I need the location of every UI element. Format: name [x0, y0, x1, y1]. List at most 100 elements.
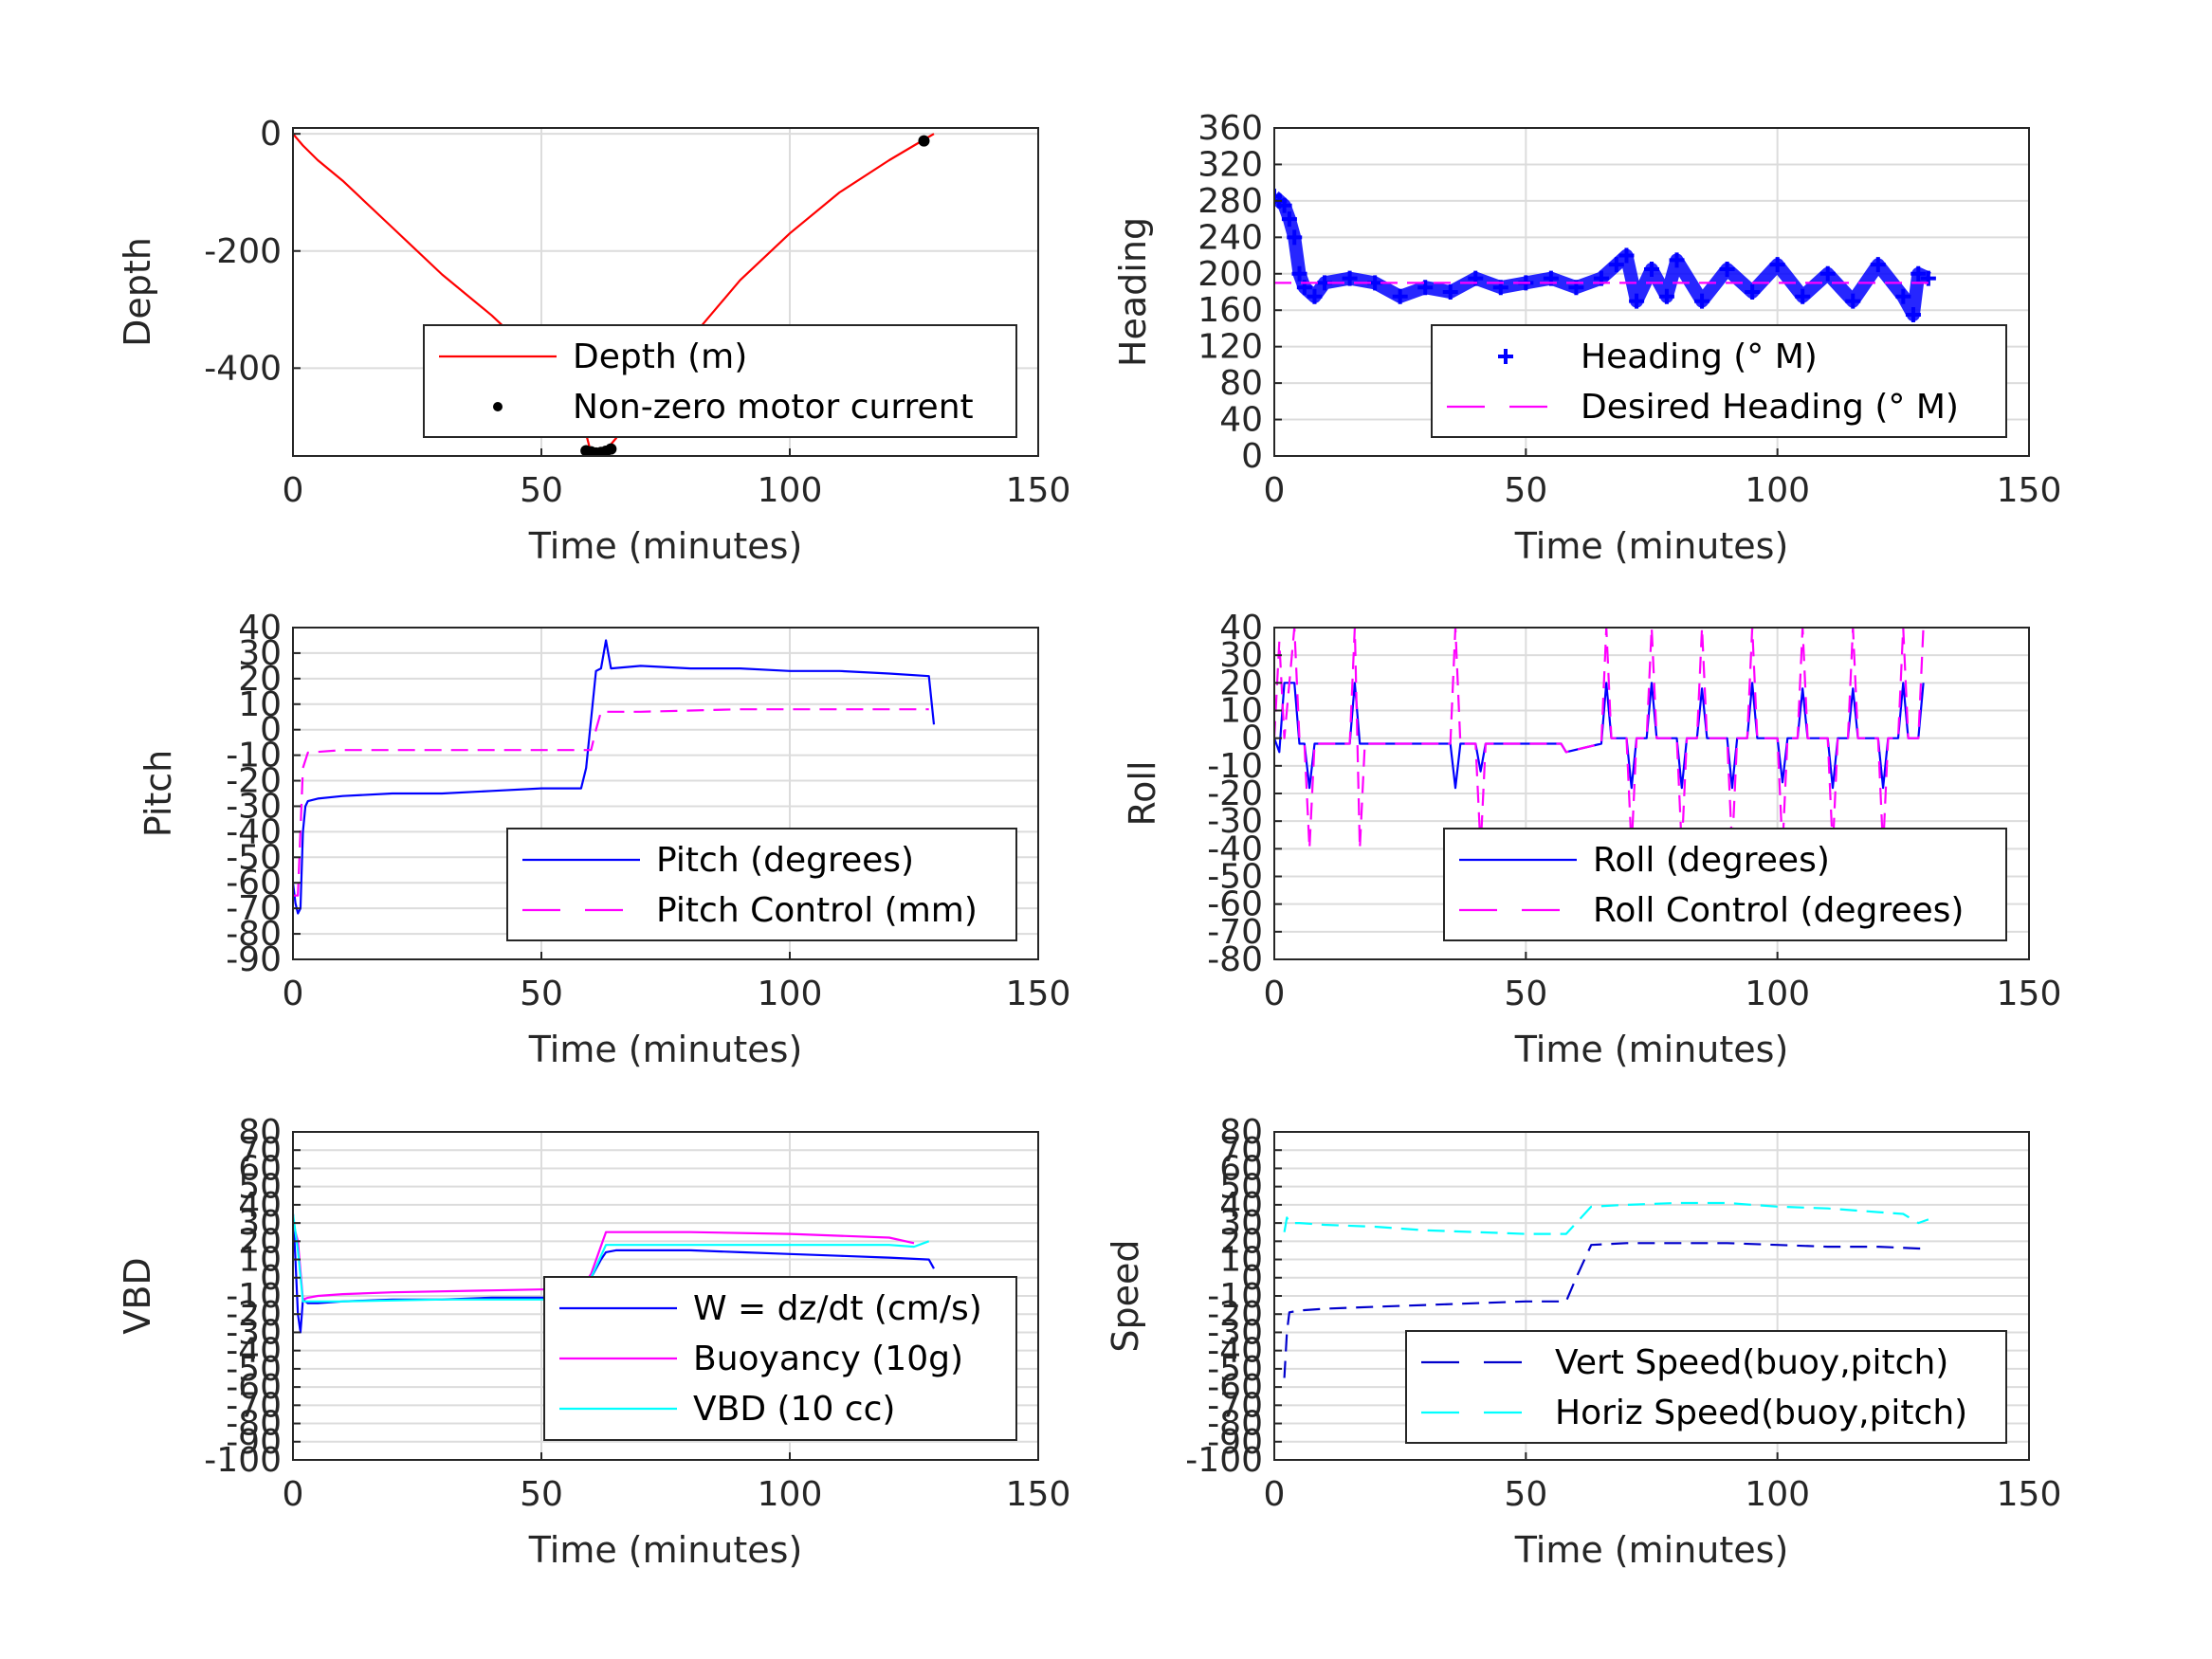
speed-ytick-label-13: -50: [1207, 1350, 1263, 1389]
depth-legend-swatch-1: [493, 402, 503, 411]
roll-ytick-label-11: -70: [1207, 913, 1263, 952]
vbd-ytick-label-12: -40: [226, 1332, 282, 1371]
roll-ytick-label-8: -40: [1207, 830, 1263, 868]
pitch-ylabel: Pitch: [137, 750, 179, 838]
pitch-axes-box: [292, 627, 1039, 960]
pitch-legend-label-0: Pitch (degrees): [656, 841, 914, 880]
heading-series-0-marker-21: [1618, 247, 1635, 264]
heading-series-0-marker-28: [1745, 284, 1761, 300]
depth-ytick-label-0: 0: [260, 115, 282, 154]
heading-series-0-marker-11: [1392, 288, 1408, 304]
heading-ytick-label-5: 200: [1197, 255, 1263, 294]
heading-series-0-marker-35: [1905, 307, 1921, 323]
vbd-xtick-label-0: 0: [283, 1475, 304, 1514]
vbd-ytick-label-3: 50: [238, 1168, 282, 1207]
pitch-series-0-line: [293, 639, 936, 915]
roll-ytick-label-1: 30: [1219, 636, 1263, 675]
roll-xlabel: Time (minutes): [1514, 1029, 1789, 1070]
pitch-data: [293, 639, 936, 915]
vbd-series-1-line: [293, 1222, 915, 1301]
roll-ytick-label-7: -30: [1207, 802, 1263, 841]
vbd-ytick-label-2: 60: [238, 1149, 282, 1188]
speed-chart: 0 50 100 15080706050403020100-10-20-30-40-5…: [1105, 1113, 2061, 1571]
heading-legend-label-0: Heading (° M): [1581, 337, 1818, 376]
vbd-ytick-label-1: 70: [238, 1131, 282, 1170]
pitch-xtick-label-1: 50: [520, 975, 563, 1013]
pitch-ytick-label-10: -60: [226, 864, 282, 902]
speed-series-1-line: [1283, 1201, 1929, 1235]
heading-series-0-marker-12: [1417, 280, 1434, 296]
heading-ytick-label-8: 320: [1197, 145, 1263, 184]
depth-axes-box: [292, 127, 1039, 457]
vbd-xtick-label-1: 50: [520, 1475, 563, 1514]
speed-ylabel: Speed: [1105, 1239, 1146, 1352]
roll-xtick-label-0: 0: [1264, 975, 1286, 1013]
heading-ytick-label-6: 240: [1197, 218, 1263, 257]
heading-series-0-marker-24: [1658, 288, 1674, 304]
heading-ytick-label-9: 360: [1197, 109, 1263, 148]
speed-xtick-label-1: 50: [1504, 1475, 1547, 1514]
heading-series-0-marker-20: [1608, 257, 1624, 273]
vbd-xtick-label-3: 150: [1006, 1475, 1071, 1514]
speed-ytick-label-2: 60: [1219, 1149, 1263, 1188]
heading-legend-box: [1431, 324, 2007, 438]
pitch-xtick-label-3: 150: [1006, 975, 1071, 1013]
vbd-ytick-label-4: 40: [238, 1186, 282, 1225]
heading-series-0-marker-5: [1291, 265, 1307, 282]
heading-legend: Heading (° M) Desired Heading (° M): [1431, 324, 2007, 438]
heading-series-0-marker-27: [1719, 261, 1735, 277]
depth-ylabel: Depth: [117, 237, 158, 347]
heading-series-0-marker-33: [1870, 257, 1886, 273]
heading-xtick-label-3: 150: [1997, 471, 2062, 510]
speed-ytick-label-5: 30: [1219, 1204, 1263, 1243]
roll-xtick-label-3: 150: [1997, 975, 2062, 1013]
pitch-ytick-label-8: -40: [226, 812, 282, 851]
heading-ytick-label-2: 80: [1219, 364, 1263, 403]
speed-ytick-label-10: -20: [1207, 1295, 1263, 1334]
depth-legend-box: [423, 324, 1017, 438]
vbd-ytick-label-9: -10: [226, 1277, 282, 1316]
heading-legend-label-1: Desired Heading (° M): [1581, 388, 1959, 427]
pitch-ytick-label-13: -90: [226, 940, 282, 979]
vbd-ytick-label-18: -100: [204, 1441, 282, 1480]
pitch-legend-box: [506, 828, 1017, 941]
vbd-ytick-label-6: 20: [238, 1222, 282, 1261]
heading-ytick-label-7: 280: [1197, 182, 1263, 221]
speed-ytick-label-17: -90: [1207, 1423, 1263, 1462]
vbd-legend-label-2: VBD (10 cc): [693, 1390, 895, 1429]
roll-ytick-label-4: 0: [1241, 720, 1263, 758]
heading-ytick-label-0: 0: [1241, 437, 1263, 476]
vbd-ytick-label-15: -70: [226, 1386, 282, 1425]
speed-series-0-line: [1283, 1242, 1929, 1378]
vbd-ytick-label-7: 10: [238, 1241, 282, 1280]
roll-legend-label-1: Roll Control (degrees): [1593, 891, 1964, 930]
roll-ytick-label-5: -10: [1207, 747, 1263, 786]
pitch-ytick-label-9: -50: [226, 838, 282, 877]
heading-legend-swatch-0: [1498, 349, 1513, 364]
pitch-ytick-label-2: 20: [238, 660, 282, 699]
roll-series-0-line: [1274, 682, 1925, 790]
depth-xtick-label-0: 0: [283, 471, 304, 510]
roll-ytick-label-9: -50: [1207, 858, 1263, 897]
speed-legend-box: [1405, 1330, 2007, 1444]
pitch-xtick-label-2: 100: [758, 975, 823, 1013]
depth-xtick-label-1: 50: [520, 471, 563, 510]
speed-ytick-label-1: 70: [1219, 1131, 1263, 1170]
speed-ytick-label-8: 0: [1241, 1259, 1263, 1298]
depth-legend: Depth (m) Non-zero motor current: [423, 324, 1017, 438]
depth-series-1-point-5: [605, 443, 617, 455]
roll-ytick-label-10: -60: [1207, 885, 1263, 924]
speed-xtick-label-3: 150: [1997, 1475, 2062, 1514]
pitch-legend: Pitch (degrees) Pitch Control (mm): [506, 828, 1017, 941]
pitch-ytick-label-11: -70: [226, 889, 282, 928]
vbd-xlabel: Time (minutes): [528, 1529, 803, 1571]
roll-ylabel: Roll: [1122, 760, 1163, 826]
vbd-ytick-label-8: 0: [260, 1259, 282, 1298]
speed-ytick-label-3: 50: [1219, 1168, 1263, 1207]
pitch-chart: 0 50 100 150403020100-10-20-30-40-50-60-70-…: [137, 609, 1070, 1070]
heading-ytick-label-4: 160: [1197, 291, 1263, 330]
speed-ytick-label-0: 80: [1219, 1113, 1263, 1152]
speed-data: [1283, 1201, 1929, 1378]
